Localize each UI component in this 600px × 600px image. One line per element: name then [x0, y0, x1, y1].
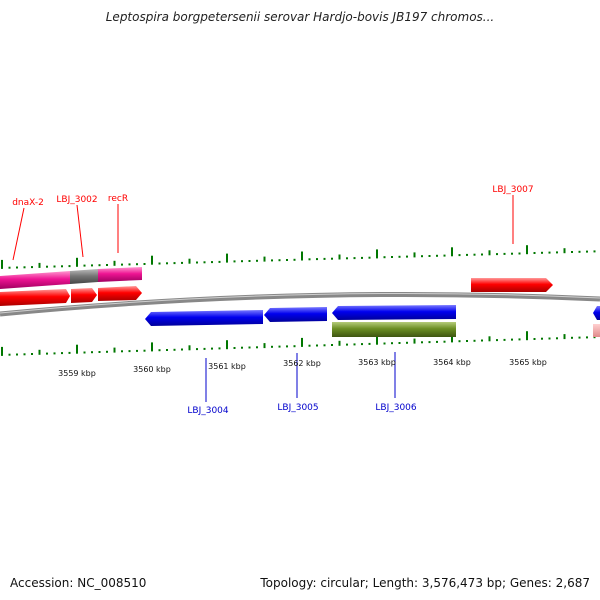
label-LBJ_3005: LBJ_3005	[277, 403, 318, 413]
gene-LBJ_3002	[71, 288, 97, 303]
pink-feature-1	[0, 271, 70, 289]
feature-track-pink	[0, 267, 142, 289]
bottom-tick-row	[1, 331, 596, 356]
label-LBJ_3002: LBJ_3002	[56, 195, 97, 205]
pink-feature-2	[98, 267, 142, 282]
kbp-label-3560: 3560 kbp	[133, 365, 171, 374]
label-LBJ_3007: LBJ_3007	[492, 185, 533, 195]
pink-edge-feature	[593, 324, 600, 337]
kbp-label-3561: 3561 kbp	[208, 362, 246, 371]
gene-recR	[98, 286, 142, 301]
forward-genes	[0, 278, 553, 306]
label-dnaX-2: dnaX-2	[12, 198, 44, 208]
kbp-label-3564: 3564 kbp	[433, 358, 471, 367]
label-recR: recR	[108, 194, 128, 204]
green-feature	[332, 322, 456, 337]
label-LBJ_3006: LBJ_3006	[375, 403, 417, 413]
accession-text: Accession: NC_008510	[10, 576, 147, 590]
gene-LBJ_3006	[332, 305, 456, 320]
backbone-highlight	[0, 292, 600, 314]
backbone	[0, 291, 600, 317]
genome-stats-text: Topology: circular; Length: 3,576,473 bp…	[260, 576, 590, 590]
gene-LBJ_3005	[264, 307, 327, 322]
gray-feature	[70, 269, 98, 284]
gene-LBJ_3007	[471, 278, 553, 292]
map-title: Leptospira borgpetersenii serovar Hardjo…	[105, 10, 495, 24]
gene-edge-right	[593, 306, 600, 320]
gene-callouts	[12, 195, 514, 402]
kbp-label-3563: 3563 kbp	[358, 358, 396, 367]
kbp-label-3565: 3565 kbp	[509, 358, 547, 367]
kbp-label-3559: 3559 kbp	[58, 369, 96, 378]
gene-LBJ_3004	[145, 310, 263, 326]
kbp-label-3562: 3562 kbp	[283, 359, 321, 368]
label-LBJ_3004: LBJ_3004	[187, 406, 229, 416]
top-tick-row	[1, 245, 596, 269]
gene-dnaX-2	[0, 289, 70, 306]
reverse-genes	[145, 305, 600, 337]
